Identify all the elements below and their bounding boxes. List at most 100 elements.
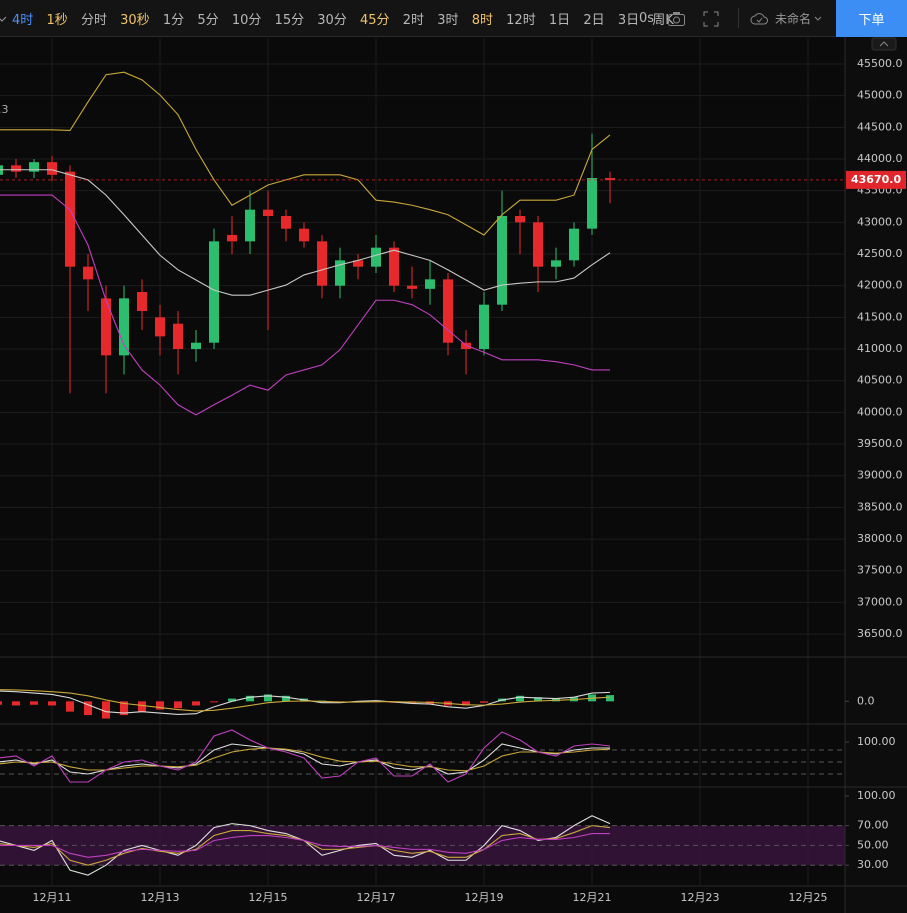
macd-bar — [192, 701, 200, 706]
cloud-icon[interactable] — [750, 11, 770, 27]
x-tick-label: 12月21 — [573, 891, 612, 904]
interval-option[interactable]: 5分 — [197, 12, 219, 28]
y-tick-label: 41000.0 — [857, 342, 903, 355]
interval-option[interactable]: 30秒 — [120, 12, 150, 28]
y-tick-label: 37000.0 — [857, 595, 903, 608]
macd-bar — [462, 701, 470, 706]
chevron[interactable] — [0, 0, 10, 37]
interval-option[interactable]: 45分 — [360, 12, 390, 28]
order-button[interactable]: 下单 — [836, 0, 907, 37]
macd-bar — [138, 701, 146, 712]
fullscreen-icon[interactable] — [702, 10, 720, 28]
y-tick-label: 43000.0 — [857, 215, 903, 228]
candle-body — [11, 165, 21, 172]
interval-option[interactable]: 30分 — [317, 12, 347, 28]
legend-text: .3 — [0, 103, 9, 116]
candle-body — [299, 228, 309, 242]
macd-bar — [480, 701, 488, 703]
candle-body — [317, 241, 327, 286]
indicator-line — [0, 169, 611, 296]
candle-body — [191, 342, 201, 350]
candle-body — [353, 260, 363, 267]
candle-body — [407, 285, 417, 289]
candle-body — [371, 247, 381, 267]
indicator-line — [0, 194, 610, 416]
candle-body — [119, 298, 129, 356]
candle-body — [137, 292, 147, 312]
candle-body — [155, 317, 165, 337]
interval-option[interactable]: 10分 — [231, 12, 262, 28]
y-tick-label: 42000.0 — [857, 279, 903, 292]
interval-option[interactable]: 8时 — [471, 12, 493, 28]
candle-body — [425, 279, 435, 289]
y-tick-label: 45000.0 — [857, 89, 903, 102]
macd-bar — [282, 695, 290, 702]
macd-bar — [210, 701, 218, 703]
y-tick-label: 0.0 — [857, 694, 875, 707]
collapse-arrow — [879, 41, 889, 47]
candle-body — [587, 177, 597, 229]
last-price-label: 43670.0 — [851, 173, 901, 186]
candle-body — [533, 222, 543, 267]
interval-option[interactable]: 2日 — [583, 12, 605, 28]
candle-body — [461, 342, 471, 350]
x-tick-label: 12月15 — [249, 891, 288, 904]
interval-option[interactable]: 15分 — [274, 12, 305, 28]
interval-option[interactable]: 分时 — [80, 12, 107, 28]
y-tick-label: 38000.0 — [857, 532, 903, 545]
candle-body — [335, 260, 345, 286]
candle-body — [101, 298, 111, 356]
y-tick-label: 39000.0 — [857, 469, 903, 482]
y-tick-label: 50.00 — [857, 838, 889, 851]
layout-name[interactable]: 未命名 — [775, 11, 812, 26]
dropdown-arrow[interactable] — [814, 14, 824, 24]
x-tick-label: 12月11 — [33, 891, 72, 904]
interval-option[interactable]: 1分 — [162, 12, 185, 28]
interval-option[interactable]: 12时 — [506, 12, 536, 28]
candle-body — [569, 228, 579, 261]
macd-bar — [12, 701, 20, 706]
interval-option[interactable]: 3时 — [437, 12, 459, 28]
indicator-line — [0, 832, 610, 858]
indicator-line — [0, 743, 610, 775]
timer[interactable]: 0s — [639, 10, 655, 26]
y-tick-label: 70.00 — [857, 819, 889, 832]
indicator-line — [0, 689, 611, 712]
macd-bar — [84, 701, 92, 716]
interval-option[interactable]: 1秒 — [46, 12, 68, 28]
y-tick-label: 36500.0 — [857, 627, 903, 640]
candle-body — [263, 209, 273, 217]
macd-bar — [0, 701, 2, 705]
interval-option[interactable]: 3日 — [617, 12, 640, 28]
candle-body — [227, 235, 237, 242]
indicator-line — [0, 690, 611, 715]
y-tick-label: 100.00 — [857, 735, 896, 748]
y-tick-label: 44000.0 — [857, 152, 903, 165]
y-tick-label: 40000.0 — [857, 405, 903, 418]
interval-option[interactable]: 4时 — [12, 12, 34, 28]
macd-bar — [66, 701, 74, 712]
indicator-line — [0, 747, 611, 772]
y-tick-label: 38500.0 — [857, 500, 903, 513]
candle-body — [497, 216, 507, 305]
camera-icon[interactable] — [667, 11, 687, 27]
plot-background — [0, 37, 845, 913]
candle-body — [47, 162, 57, 175]
y-tick-label: 100.00 — [857, 789, 896, 802]
candle-body — [65, 171, 75, 267]
macd-bar — [30, 701, 38, 705]
macd-bar — [516, 695, 524, 702]
macd-bar — [534, 697, 542, 702]
macd-bar — [156, 701, 164, 710]
interval-option[interactable]: 1日 — [548, 12, 571, 28]
candle-body — [605, 177, 615, 180]
macd-bar — [264, 694, 272, 702]
candle-body — [551, 260, 561, 267]
collapse-button[interactable] — [871, 37, 897, 51]
macd-bar — [120, 701, 128, 716]
interval-option[interactable]: 2时 — [402, 12, 425, 28]
y-tick-label: 30.00 — [857, 858, 889, 871]
y-tick-label: 40500.0 — [857, 374, 903, 387]
indicator-line — [0, 71, 611, 236]
